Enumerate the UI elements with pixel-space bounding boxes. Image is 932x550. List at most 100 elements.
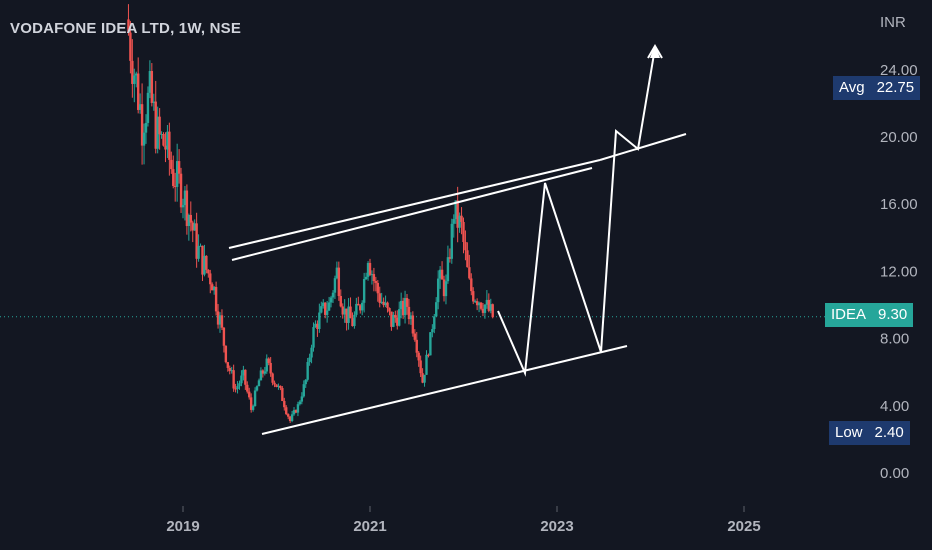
candle: [483, 303, 487, 319]
currency-label: INR: [880, 14, 906, 31]
candle: [226, 361, 230, 372]
candle: [438, 266, 442, 289]
candle: [199, 243, 202, 247]
candle: [366, 261, 370, 281]
candle: [261, 369, 265, 378]
candle: [275, 384, 278, 388]
candle: [211, 282, 214, 291]
candle: [386, 301, 389, 313]
candle: [148, 60, 152, 99]
candle: [341, 303, 344, 319]
candle: [485, 290, 489, 309]
candle: [462, 217, 465, 254]
candle: [442, 275, 446, 302]
x-tick-label: 2019: [166, 518, 199, 535]
candle: [405, 294, 409, 315]
candle: [174, 172, 177, 202]
candle: [431, 324, 434, 338]
candle: [279, 385, 282, 391]
candle: [450, 218, 454, 264]
candle: [466, 242, 469, 268]
projection-path[interactable]: [497, 47, 656, 377]
candle: [475, 298, 479, 311]
channel-upper-line-a[interactable]: [228, 159, 601, 249]
candle: [244, 369, 247, 390]
avg-label: Avg: [833, 76, 871, 100]
candle: [454, 200, 457, 224]
candle: [335, 261, 339, 280]
x-tick-label: 2023: [540, 518, 573, 535]
candle: [318, 303, 321, 333]
y-tick-label: 8.00: [880, 331, 909, 348]
candle: [152, 93, 155, 111]
candle: [401, 297, 405, 319]
candle: [283, 397, 286, 411]
candle: [396, 310, 399, 330]
drawings-layer[interactable]: [228, 44, 687, 435]
candle: [470, 273, 473, 296]
candle: [394, 310, 397, 323]
candle: [292, 407, 296, 416]
candle: [236, 381, 239, 394]
candle: [154, 80, 157, 154]
candle: [156, 106, 159, 154]
candle: [446, 245, 450, 284]
candle: [322, 299, 325, 309]
breakout-arrowhead: [650, 45, 660, 58]
candle: [230, 366, 233, 374]
candle: [444, 274, 448, 305]
candle: [489, 298, 492, 314]
candle: [273, 380, 276, 388]
candle: [214, 281, 218, 316]
low-price-tag: Low 2.40: [829, 421, 910, 445]
y-tick-label: 24.00: [880, 62, 918, 79]
candle: [228, 365, 231, 375]
candle: [290, 410, 294, 423]
candle: [212, 285, 216, 295]
candle: [368, 258, 372, 277]
y-tick-label: 16.00: [880, 196, 918, 213]
candle: [372, 267, 376, 292]
candle: [269, 357, 272, 377]
channel-lower-line[interactable]: [261, 345, 628, 435]
candle: [364, 272, 368, 280]
x-tick-label: 2021: [353, 518, 386, 535]
channel-upper-line-b[interactable]: [231, 167, 593, 261]
candle: [277, 383, 280, 390]
candle: [351, 312, 354, 327]
y-tick-label: 20.00: [880, 129, 918, 146]
candle: [357, 296, 360, 306]
candle: [464, 230, 467, 261]
candle: [429, 332, 432, 356]
candle: [285, 405, 288, 416]
candle: [220, 309, 224, 331]
candle: [181, 198, 185, 219]
candle: [189, 201, 192, 232]
candle: [205, 255, 208, 274]
candle: [378, 286, 381, 308]
y-tick-label: 12.00: [880, 263, 918, 280]
last-price-tag: IDEA 9.30: [825, 303, 914, 327]
candle: [255, 385, 259, 392]
candle: [240, 370, 243, 387]
price-axis[interactable]: INR 0.00 4.00 8.00 12.00 16.00 20.00 24.00: [880, 14, 918, 482]
candle: [298, 400, 302, 406]
candle: [347, 298, 350, 330]
candle: [403, 290, 407, 324]
avg-value: 22.75: [870, 76, 921, 100]
candle: [242, 365, 245, 381]
time-axis[interactable]: 2019 2021 2023 2025: [166, 506, 761, 535]
candle: [390, 311, 393, 331]
candle: [172, 155, 175, 189]
candle: [300, 392, 304, 405]
candle: [472, 287, 475, 305]
candle: [286, 413, 290, 420]
candle: [144, 114, 148, 144]
candle: [195, 212, 198, 268]
resistance-extension-line[interactable]: [599, 133, 687, 161]
last-label: IDEA: [825, 303, 873, 327]
candle: [314, 320, 317, 328]
candle: [487, 293, 491, 313]
